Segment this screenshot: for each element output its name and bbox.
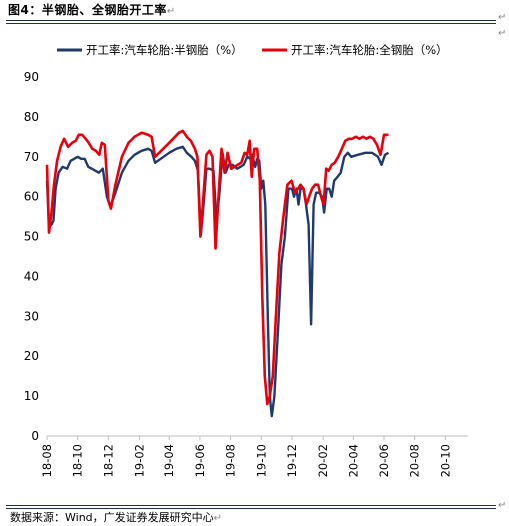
x-tick-label: 19-02 (133, 444, 147, 477)
x-tick-label: 19-04 (162, 444, 176, 477)
x-tick-label: 19-06 (193, 444, 207, 477)
legend: 开工率:汽车轮胎:半钢胎（%） 开工率:汽车轮胎:全钢胎（%） (57, 43, 448, 57)
source-note: 数据来源：Wind，广发证券发展研究中心↵ (10, 511, 223, 524)
line-chart: 开工率:汽车轮胎:半钢胎（%） 开工率:汽车轮胎:全钢胎（%） 0 10 20 30 4… (24, 43, 468, 477)
x-tick-label: 18-12 (101, 444, 115, 477)
paragraph-mark: ↵ (498, 12, 507, 23)
top-rule-thin (6, 23, 496, 24)
top-rule (6, 20, 496, 21)
x-tick-label: 19-12 (285, 444, 299, 477)
series-group (45, 129, 390, 418)
y-tick-label: 50 (24, 230, 39, 244)
x-tick-label: 20-10 (438, 444, 452, 477)
y-tick-label: 90 (24, 70, 39, 84)
legend-label-all-steel: 开工率:汽车轮胎:全钢胎（%） (291, 43, 448, 57)
figure-title: 图4：半钢胎、全钢胎开工率↵ (8, 3, 176, 17)
paragraph-mark: ↵ (498, 28, 507, 39)
x-tick-label: 18-10 (71, 444, 85, 477)
series-line-semi-steel (45, 145, 390, 418)
x-tick-label: 20-08 (408, 444, 422, 477)
y-tick-label: 60 (24, 190, 39, 204)
paragraph-mark: ↵ (498, 500, 507, 511)
x-tick-label: 19-08 (224, 444, 238, 477)
x-tick-label: 20-04 (346, 444, 360, 477)
x-tick-label: 20-02 (316, 444, 330, 477)
x-tick-label: 19-10 (254, 444, 268, 477)
y-tick-label: 20 (24, 349, 39, 363)
y-tick-label: 10 (24, 389, 39, 403)
y-tick-label: 80 (24, 110, 39, 124)
x-tick-label: 18-08 (40, 444, 54, 477)
bottom-rule (6, 508, 496, 509)
bottom-rule-thin (6, 505, 496, 506)
y-tick-label: 30 (24, 309, 39, 323)
y-tick-label: 40 (24, 269, 39, 283)
axes: 0 10 20 30 40 50 60 70 80 90 18-08 18-10 18-12 19-02 1… (24, 70, 468, 477)
y-tick-label: 0 (31, 429, 39, 443)
y-tick-label: 70 (24, 150, 39, 164)
series-line-all-steel (45, 129, 389, 406)
legend-label-semi-steel: 开工率:汽车轮胎:半钢胎（%） (86, 43, 243, 57)
x-tick-label: 20-06 (377, 444, 391, 477)
